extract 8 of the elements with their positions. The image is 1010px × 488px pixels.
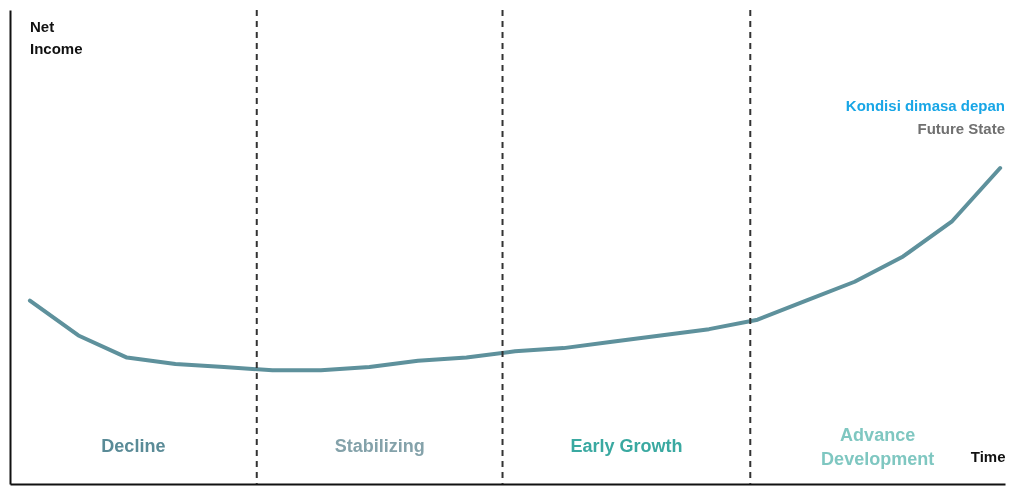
- chart-title: Kondisi dimasa depan: [845, 97, 1005, 114]
- annotation: Stabilizing: [334, 436, 425, 456]
- annotation: Decline: [101, 436, 166, 456]
- chart-subtitle: Future State: [917, 120, 1005, 137]
- x-axis-title: Time: [970, 447, 1006, 465]
- text: Net Income: [30, 18, 83, 57]
- annotation: Early Growth: [570, 436, 683, 456]
- annotation: Advance Development: [821, 425, 935, 469]
